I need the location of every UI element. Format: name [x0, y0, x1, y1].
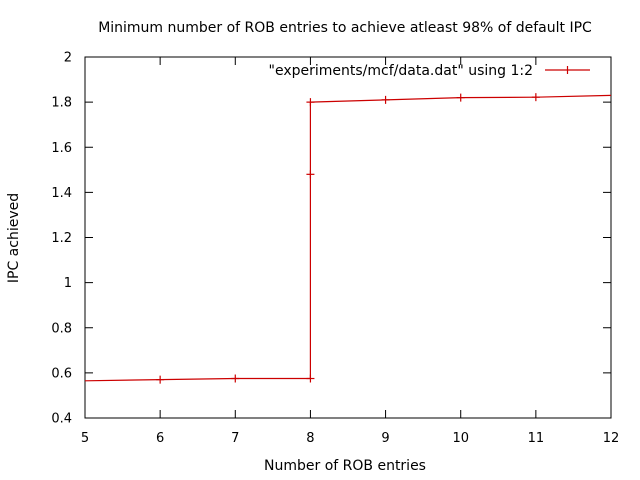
data-point — [456, 93, 465, 102]
y-axis-title: IPC achieved — [6, 193, 22, 283]
y-tick-label: 1.4 — [51, 186, 72, 201]
data-point — [156, 375, 165, 384]
x-tick-label: 12 — [603, 431, 620, 446]
x-tick-label: 10 — [452, 431, 469, 446]
x-tick-label: 8 — [306, 431, 314, 446]
tick-labels: 5 6 7 8 9 10 11 12 0.4 0.6 0.8 1 1.2 1.4 1.6 1.8 2 — [51, 51, 619, 447]
series-line — [84, 94, 612, 382]
legend-label: "experiments/mcf/data.dat" using 1:2 — [269, 63, 533, 79]
data-point — [231, 374, 240, 383]
axes — [84, 56, 612, 419]
data-point — [306, 170, 315, 179]
chart-title: Minimum number of ROB entries to achieve… — [98, 20, 592, 36]
data-point — [381, 95, 390, 104]
y-tick-label: 1.8 — [51, 96, 72, 111]
x-tick-label: 6 — [156, 431, 164, 446]
y-tick-label: 0.8 — [51, 321, 72, 336]
y-tick-label: 1.2 — [51, 231, 72, 246]
data-point — [531, 93, 540, 102]
y-tick-label: 0.4 — [51, 412, 72, 427]
y-tick-label: 1.6 — [51, 141, 72, 156]
data-point — [306, 98, 315, 107]
x-tick-label: 7 — [231, 431, 239, 446]
y-tick-label: 1 — [64, 276, 72, 291]
y-tick-label: 0.6 — [51, 366, 72, 381]
data-point — [306, 374, 315, 383]
legend: "experiments/mcf/data.dat" using 1:2 — [269, 63, 590, 79]
plot-frame — [84, 56, 612, 419]
x-axis-title: Number of ROB entries — [264, 458, 426, 474]
series-layer — [84, 93, 612, 384]
x-tick-label: 9 — [381, 431, 389, 446]
x-tick-label: 11 — [528, 431, 545, 446]
x-tick-label: 5 — [81, 431, 89, 446]
y-tick-label: 2 — [64, 51, 72, 66]
